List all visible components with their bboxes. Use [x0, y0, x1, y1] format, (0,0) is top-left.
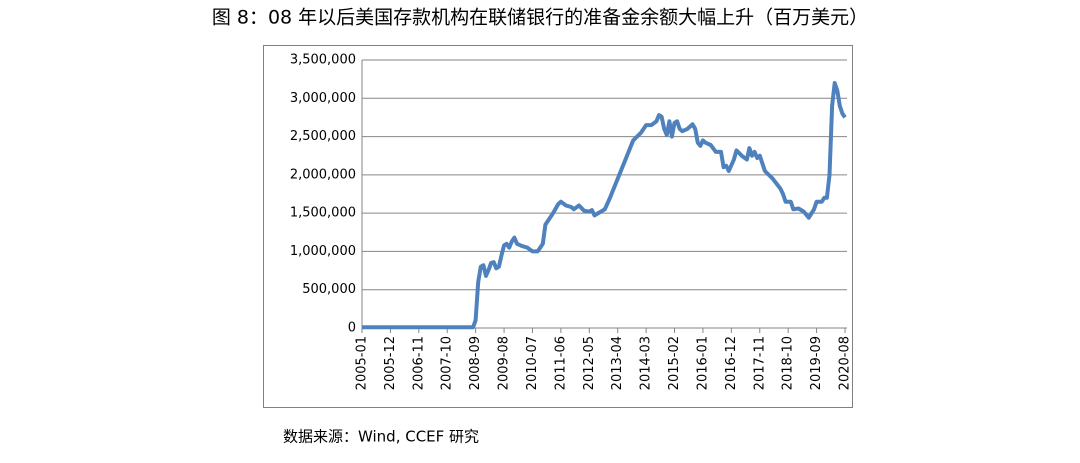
x-tick-label: 2008-09	[468, 336, 483, 390]
x-tick-label: 2013-04	[610, 336, 625, 390]
chart-frame	[263, 45, 853, 408]
x-tick-label: 2005-01	[355, 336, 370, 390]
x-tick-label: 2018-10	[781, 336, 796, 390]
y-tick-label: 2,000,000	[290, 167, 356, 182]
x-tick-label: 2007-10	[440, 336, 455, 390]
y-tick-label: 3,000,000	[290, 91, 356, 106]
x-tick-label: 2017-11	[752, 336, 767, 390]
x-tick-label: 2009-08	[497, 336, 512, 390]
x-tick-label: 2010-07	[525, 336, 540, 390]
x-tick-label: 2005-12	[383, 336, 398, 390]
y-tick-label: 0	[348, 321, 356, 336]
x-tick-label: 2016-12	[724, 336, 739, 390]
x-tick-label: 2014-03	[639, 336, 654, 390]
y-tick-label: 2,500,000	[290, 129, 356, 144]
x-tick-label: 2006-11	[411, 336, 426, 390]
y-tick-label: 1,500,000	[290, 206, 356, 221]
x-tick-label: 2016-01	[695, 336, 710, 390]
x-tick-label: 2012-05	[582, 336, 597, 390]
x-tick-label: 2015-02	[667, 336, 682, 390]
x-tick-label: 2019-09	[809, 336, 824, 390]
y-tick-label: 500,000	[302, 282, 356, 297]
source-note: 数据来源：Wind, CCEF 研究	[283, 428, 479, 446]
x-tick-label: 2011-06	[553, 336, 568, 390]
y-tick-label: 1,000,000	[290, 244, 356, 259]
y-tick-label: 3,500,000	[290, 53, 356, 68]
chart-title: 图 8：08 年以后美国存款机构在联储银行的准备金余额大幅上升（百万美元）	[212, 7, 868, 29]
x-tick-label: 2020-08	[838, 336, 853, 390]
data-line	[362, 81, 847, 330]
